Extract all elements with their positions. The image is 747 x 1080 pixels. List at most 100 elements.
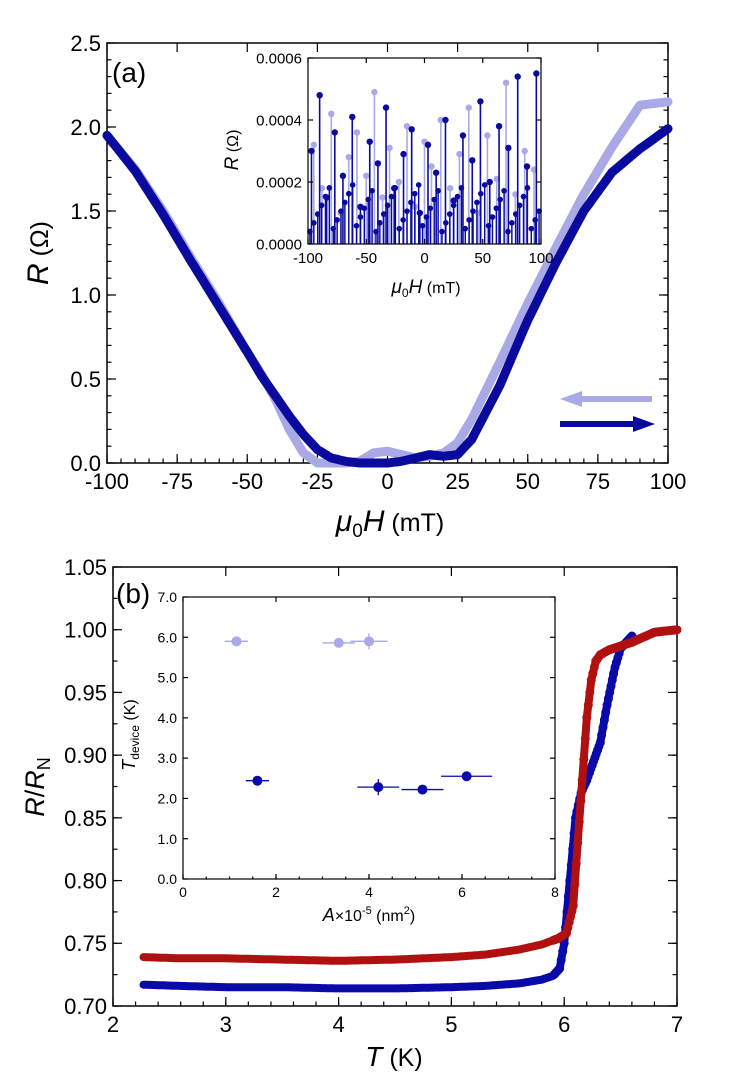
data-point (574, 817, 584, 827)
data-point (408, 126, 415, 133)
inset-a: -100 -50 0 50 1000.00000.00020.00040.0006μ0H… (222, 50, 554, 300)
data-point (546, 270, 554, 279)
x-axis-variable: H (363, 505, 385, 538)
x-tick-label: 5 (445, 1012, 457, 1037)
data-point (417, 784, 428, 795)
x-tick-label: 25 (445, 469, 469, 494)
data-point (379, 194, 386, 201)
data-point (505, 228, 511, 235)
y-tick-label: 7.0 (158, 589, 178, 605)
y-tick-label: 1.5 (70, 199, 101, 224)
data-point (386, 144, 393, 152)
data-point (601, 708, 611, 717)
data-point (416, 209, 424, 217)
x-tick-label: 100 (650, 469, 687, 494)
x-axis-label: μ0H (mT) (335, 505, 444, 542)
data-point (424, 141, 432, 148)
x-tick-label: 0 (179, 884, 187, 900)
data-point (314, 211, 321, 217)
inset-x-axis-label: A×10-5 (nm2) (322, 905, 415, 925)
data-point (388, 193, 395, 200)
data-point (345, 154, 352, 161)
x-tick-label: 2 (107, 1012, 119, 1037)
x-axis-subscript: 0 (352, 521, 363, 542)
data-point (484, 403, 493, 411)
data-point (642, 141, 650, 149)
data-point (533, 70, 540, 77)
panel-label-a: (a) (112, 57, 146, 88)
data-point (574, 217, 582, 225)
data-point (653, 133, 661, 141)
data-point (363, 172, 370, 179)
data-point (231, 636, 242, 647)
data-point (419, 222, 426, 229)
series-line-blue (139, 632, 636, 993)
x-tick-label: -100 (85, 469, 129, 494)
data-point (524, 185, 531, 191)
data-point (497, 196, 504, 203)
y-tick-label: 0.0006 (256, 50, 302, 67)
data-point (342, 199, 348, 206)
inset-x-unit: (nm (372, 908, 404, 925)
x-tick-label: 6 (458, 884, 466, 900)
y-tick-label: 0.80 (64, 868, 107, 893)
data-point (585, 687, 595, 697)
y-tick-label: 0.0002 (256, 174, 302, 191)
data-point (435, 187, 441, 194)
data-point (439, 228, 445, 235)
data-point (442, 116, 449, 124)
data-point (558, 947, 568, 957)
data-point (364, 636, 374, 647)
data-point (470, 208, 476, 214)
data-point (658, 129, 667, 137)
y-tick-label: 1.0 (158, 831, 178, 847)
data-point (349, 113, 356, 121)
inset-y-unit: (K) (122, 699, 139, 725)
x-tick-label: 4 (332, 1012, 344, 1037)
data-point (579, 754, 589, 764)
data-point (330, 225, 337, 232)
data-point (630, 149, 638, 158)
y-tick-label: 0.5 (70, 367, 101, 392)
data-point (361, 205, 368, 212)
data-point (411, 190, 418, 197)
inset-y-variable: R (222, 156, 243, 170)
data-point (582, 713, 592, 722)
data-point (469, 157, 476, 164)
data-point (486, 178, 493, 186)
data-point (423, 214, 430, 220)
inset-y-subscript: device (128, 725, 142, 760)
data-point (466, 217, 472, 223)
data-point (462, 225, 469, 232)
x-tick-label: 0 (420, 250, 428, 267)
data-point (371, 88, 378, 96)
data-point (415, 182, 422, 188)
data-point (357, 214, 364, 220)
data-point (365, 196, 371, 203)
y-tick-label: 5.0 (158, 670, 178, 686)
panel-label-b: (b) (116, 578, 150, 609)
data-point (664, 125, 672, 133)
data-point (353, 129, 361, 136)
inset-x-subscript: 0 (402, 286, 409, 300)
data-point (505, 144, 512, 152)
data-point (311, 220, 317, 226)
data-point (521, 147, 528, 155)
data-point (377, 220, 383, 226)
data-point (373, 782, 384, 793)
data-point (595, 738, 605, 748)
data-point (524, 316, 532, 324)
y-axis-subscript: N (34, 757, 54, 770)
x-tick-label: 0 (381, 469, 393, 494)
data-point (563, 238, 571, 246)
y-tick-label: 0.0000 (256, 236, 302, 253)
y-tick-label: 2.5 (70, 31, 101, 56)
data-point (333, 637, 344, 648)
data-point (428, 163, 435, 170)
inset-x-unit-close: ) (410, 908, 415, 925)
x-tick-label: 3 (220, 1012, 232, 1037)
y-tick-label: 3.0 (158, 750, 178, 766)
data-point (516, 202, 523, 209)
data-point (528, 225, 535, 232)
y-tick-label: 2.0 (70, 115, 101, 140)
